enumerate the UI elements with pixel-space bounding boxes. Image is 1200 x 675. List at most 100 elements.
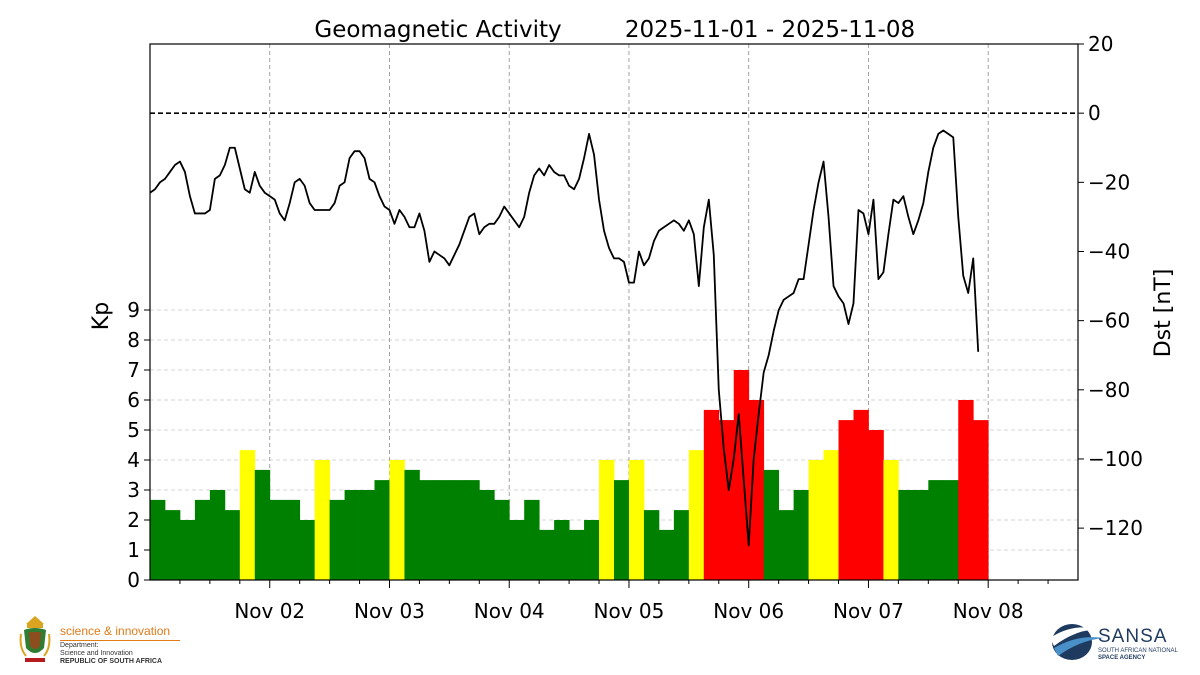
kp-bar bbox=[479, 490, 495, 580]
kp-bar bbox=[344, 490, 360, 580]
coat-of-arms-icon bbox=[19, 616, 51, 662]
kp-bar bbox=[164, 510, 181, 580]
x-tick-label: Nov 04 bbox=[474, 599, 545, 623]
sansa-swoosh-icon bbox=[1050, 624, 1104, 660]
kp-bar bbox=[733, 370, 750, 580]
sansa-fullname: SOUTH AFRICAN NATIONAL SPACE AGENCY bbox=[1098, 648, 1178, 661]
plot-frame bbox=[149, 43, 1079, 581]
kp-bar bbox=[688, 450, 705, 580]
kp-bar bbox=[703, 409, 720, 580]
kp-bar bbox=[898, 490, 914, 580]
x-tick-label: Nov 03 bbox=[354, 599, 425, 623]
dst-tick-label: −40 bbox=[1088, 239, 1130, 263]
kp-bar bbox=[673, 510, 690, 580]
kp-bars bbox=[150, 370, 989, 580]
kp-bar bbox=[254, 469, 271, 580]
kp-bar bbox=[209, 490, 226, 580]
x-tick-label: Nov 02 bbox=[234, 599, 305, 623]
kp-bar bbox=[853, 409, 869, 580]
kp-bar bbox=[584, 520, 600, 580]
kp-bar bbox=[658, 529, 675, 580]
kp-bar bbox=[628, 460, 645, 580]
kp-bar bbox=[793, 490, 809, 580]
kp-tick-label: 3 bbox=[127, 478, 140, 502]
dsi-rule bbox=[60, 640, 180, 641]
kp-bar bbox=[808, 460, 824, 580]
kp-bar bbox=[494, 499, 510, 580]
kp-bar bbox=[569, 529, 585, 580]
kp-bar bbox=[284, 499, 301, 580]
kp-bar bbox=[928, 480, 944, 580]
kp-bar bbox=[224, 510, 241, 580]
axes-layer: 0 1 2 3 4 5 6 7 8 9 20 0 −20 −40 −60 −80 −100 −120 Nov 02 N… bbox=[127, 32, 1143, 623]
kp-tick-label: 2 bbox=[127, 508, 140, 532]
kp-bar bbox=[883, 460, 899, 580]
kp-tick-label: 1 bbox=[127, 538, 140, 562]
dsi-logo: science & innovation Department: Science… bbox=[18, 614, 180, 666]
x-tick-label: Nov 05 bbox=[594, 599, 665, 623]
kp-tick-label: 8 bbox=[127, 328, 140, 352]
kp-bar bbox=[329, 499, 345, 580]
dst-tick-label: 20 bbox=[1088, 32, 1113, 56]
x-tick-label: Nov 06 bbox=[713, 599, 784, 623]
dst-tick-label: −100 bbox=[1088, 447, 1143, 471]
dst-tick-label: −20 bbox=[1088, 170, 1130, 194]
kp-bar bbox=[973, 420, 989, 580]
kp-bar bbox=[868, 430, 884, 580]
dst-axis-label: Dst [nT] bbox=[1151, 269, 1176, 358]
dst-tick-label: −60 bbox=[1088, 309, 1130, 333]
kp-bar bbox=[554, 520, 570, 580]
kp-bar bbox=[539, 529, 555, 580]
kp-bar bbox=[419, 480, 435, 580]
kp-bar bbox=[239, 450, 256, 580]
kp-bar bbox=[748, 400, 765, 580]
kp-bar bbox=[314, 460, 331, 580]
kp-bar bbox=[943, 480, 959, 580]
dst-tick-label: −120 bbox=[1088, 516, 1143, 540]
kp-tick-label: 9 bbox=[127, 298, 140, 322]
kp-bar bbox=[838, 420, 854, 580]
x-tick-label: Nov 07 bbox=[833, 599, 904, 623]
kp-bar bbox=[150, 499, 166, 580]
kp-tick-label: 4 bbox=[127, 448, 140, 472]
kp-bar bbox=[299, 520, 316, 580]
kp-bar bbox=[404, 469, 420, 580]
dsi-tagline: science & innovation bbox=[60, 624, 171, 638]
kp-bar bbox=[524, 499, 540, 580]
dsi-department: Department: Science and Innovation REPUB… bbox=[60, 642, 163, 665]
kp-bar bbox=[359, 490, 375, 580]
kp-bar bbox=[434, 480, 450, 580]
kp-bar bbox=[269, 499, 286, 580]
kp-bar bbox=[778, 510, 795, 580]
kp-bar bbox=[763, 469, 780, 580]
kp-bar bbox=[389, 460, 405, 580]
x-tick-label: Nov 08 bbox=[953, 599, 1024, 623]
kp-tick-label: 0 bbox=[127, 568, 140, 592]
kp-bar bbox=[823, 450, 839, 580]
kp-bar bbox=[718, 420, 735, 580]
kp-bar bbox=[179, 520, 196, 580]
kp-bar bbox=[194, 499, 211, 580]
kp-bar bbox=[643, 510, 660, 580]
kp-bar bbox=[464, 480, 480, 580]
kp-tick-label: 6 bbox=[127, 388, 140, 412]
kp-bar bbox=[614, 480, 630, 580]
kp-bar bbox=[509, 520, 525, 580]
sansa-logo: SANSA SOUTH AFRICAN NATIONAL SPACE AGENC… bbox=[1048, 616, 1188, 668]
dst-line-layer bbox=[149, 112, 1078, 547]
kp-bar bbox=[599, 460, 615, 580]
kp-bar bbox=[374, 480, 390, 580]
kp-tick-label: 5 bbox=[127, 418, 140, 442]
kp-bar bbox=[449, 480, 465, 580]
dst-tick-label: 0 bbox=[1088, 101, 1101, 125]
dst-tick-label: −80 bbox=[1088, 378, 1130, 402]
kp-bar bbox=[958, 400, 974, 580]
sansa-name: SANSA bbox=[1098, 626, 1168, 647]
chart-title: Geomagnetic Activity bbox=[314, 17, 561, 43]
kp-tick-label: 7 bbox=[127, 358, 140, 382]
chart-date-range: 2025-11-01 - 2025-11-08 bbox=[625, 17, 915, 43]
kp-axis-label: Kp bbox=[89, 302, 114, 330]
dst-line bbox=[149, 129, 980, 547]
kp-bar bbox=[913, 490, 929, 580]
